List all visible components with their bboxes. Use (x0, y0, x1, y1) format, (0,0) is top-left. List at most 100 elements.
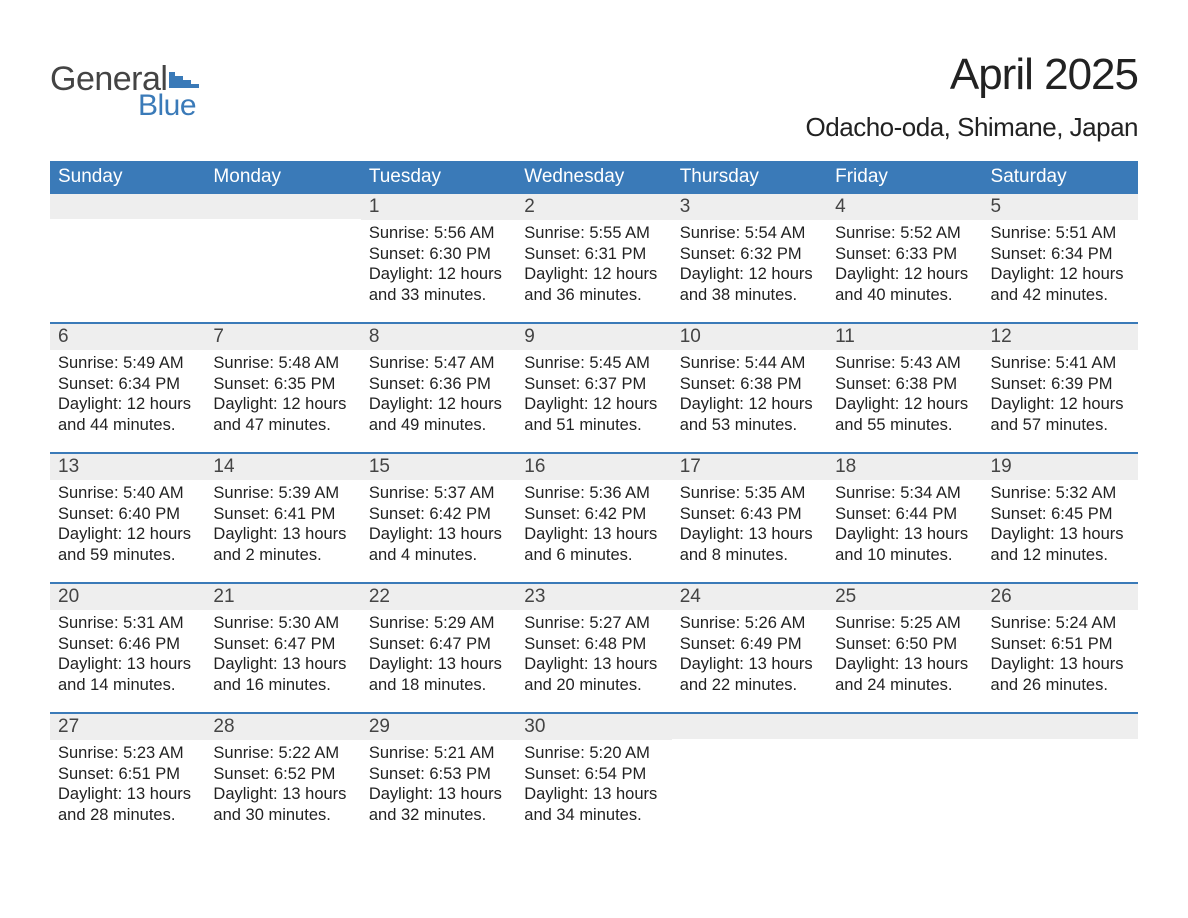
calendar: SundayMondayTuesdayWednesdayThursdayFrid… (50, 161, 1138, 842)
day-number: 22 (361, 584, 516, 610)
day-number: 8 (361, 324, 516, 350)
day-number: 4 (827, 194, 982, 220)
day-body (672, 739, 827, 748)
day-number: 24 (672, 584, 827, 610)
day-cell: 14Sunrise: 5:39 AMSunset: 6:41 PMDayligh… (205, 454, 360, 582)
day-body: Sunrise: 5:37 AMSunset: 6:42 PMDaylight:… (361, 480, 516, 572)
day-cell: 18Sunrise: 5:34 AMSunset: 6:44 PMDayligh… (827, 454, 982, 582)
day-cell: 13Sunrise: 5:40 AMSunset: 6:40 PMDayligh… (50, 454, 205, 582)
weeks-container: 1Sunrise: 5:56 AMSunset: 6:30 PMDaylight… (50, 194, 1138, 842)
day-cell: 12Sunrise: 5:41 AMSunset: 6:39 PMDayligh… (983, 324, 1138, 452)
day-number (827, 714, 982, 739)
daylight-line: Daylight: 13 hours and 18 minutes. (369, 654, 508, 695)
day-body: Sunrise: 5:25 AMSunset: 6:50 PMDaylight:… (827, 610, 982, 702)
sunset-line: Sunset: 6:49 PM (680, 634, 819, 655)
sunrise-line: Sunrise: 5:25 AM (835, 613, 974, 634)
day-header: Saturday (983, 161, 1138, 194)
day-body: Sunrise: 5:54 AMSunset: 6:32 PMDaylight:… (672, 220, 827, 312)
day-body: Sunrise: 5:56 AMSunset: 6:30 PMDaylight:… (361, 220, 516, 312)
sunrise-line: Sunrise: 5:20 AM (524, 743, 663, 764)
daylight-line: Daylight: 12 hours and 55 minutes. (835, 394, 974, 435)
day-cell: 24Sunrise: 5:26 AMSunset: 6:49 PMDayligh… (672, 584, 827, 712)
sunrise-line: Sunrise: 5:37 AM (369, 483, 508, 504)
day-body: Sunrise: 5:51 AMSunset: 6:34 PMDaylight:… (983, 220, 1138, 312)
day-cell: 16Sunrise: 5:36 AMSunset: 6:42 PMDayligh… (516, 454, 671, 582)
sunset-line: Sunset: 6:43 PM (680, 504, 819, 525)
day-cell: 25Sunrise: 5:25 AMSunset: 6:50 PMDayligh… (827, 584, 982, 712)
sunrise-line: Sunrise: 5:54 AM (680, 223, 819, 244)
sunrise-line: Sunrise: 5:24 AM (991, 613, 1130, 634)
sunset-line: Sunset: 6:45 PM (991, 504, 1130, 525)
day-body: Sunrise: 5:23 AMSunset: 6:51 PMDaylight:… (50, 740, 205, 832)
sunset-line: Sunset: 6:36 PM (369, 374, 508, 395)
sunset-line: Sunset: 6:51 PM (991, 634, 1130, 655)
daylight-line: Daylight: 13 hours and 12 minutes. (991, 524, 1130, 565)
daylight-line: Daylight: 12 hours and 57 minutes. (991, 394, 1130, 435)
day-body: Sunrise: 5:52 AMSunset: 6:33 PMDaylight:… (827, 220, 982, 312)
sunset-line: Sunset: 6:34 PM (58, 374, 197, 395)
daylight-line: Daylight: 13 hours and 6 minutes. (524, 524, 663, 565)
day-cell: 10Sunrise: 5:44 AMSunset: 6:38 PMDayligh… (672, 324, 827, 452)
day-number: 27 (50, 714, 205, 740)
day-body: Sunrise: 5:21 AMSunset: 6:53 PMDaylight:… (361, 740, 516, 832)
day-number: 26 (983, 584, 1138, 610)
day-number (672, 714, 827, 739)
sunrise-line: Sunrise: 5:30 AM (213, 613, 352, 634)
day-cell: 8Sunrise: 5:47 AMSunset: 6:36 PMDaylight… (361, 324, 516, 452)
day-body: Sunrise: 5:29 AMSunset: 6:47 PMDaylight:… (361, 610, 516, 702)
daylight-line: Daylight: 13 hours and 16 minutes. (213, 654, 352, 695)
daylight-line: Daylight: 13 hours and 8 minutes. (680, 524, 819, 565)
page: General Blue April 2025 Odacho-oda, Shim… (0, 0, 1188, 882)
daylight-line: Daylight: 13 hours and 34 minutes. (524, 784, 663, 825)
daylight-line: Daylight: 13 hours and 24 minutes. (835, 654, 974, 695)
sunset-line: Sunset: 6:41 PM (213, 504, 352, 525)
day-number: 14 (205, 454, 360, 480)
sunrise-line: Sunrise: 5:44 AM (680, 353, 819, 374)
day-number: 16 (516, 454, 671, 480)
day-cell: 27Sunrise: 5:23 AMSunset: 6:51 PMDayligh… (50, 714, 205, 842)
day-number: 5 (983, 194, 1138, 220)
day-header-row: SundayMondayTuesdayWednesdayThursdayFrid… (50, 161, 1138, 194)
day-body: Sunrise: 5:35 AMSunset: 6:43 PMDaylight:… (672, 480, 827, 572)
day-body: Sunrise: 5:41 AMSunset: 6:39 PMDaylight:… (983, 350, 1138, 442)
day-number: 19 (983, 454, 1138, 480)
day-header: Wednesday (516, 161, 671, 194)
day-cell: 15Sunrise: 5:37 AMSunset: 6:42 PMDayligh… (361, 454, 516, 582)
sunset-line: Sunset: 6:47 PM (213, 634, 352, 655)
day-body: Sunrise: 5:49 AMSunset: 6:34 PMDaylight:… (50, 350, 205, 442)
day-body (205, 219, 360, 228)
day-body: Sunrise: 5:43 AMSunset: 6:38 PMDaylight:… (827, 350, 982, 442)
day-cell: 7Sunrise: 5:48 AMSunset: 6:35 PMDaylight… (205, 324, 360, 452)
day-cell (205, 194, 360, 322)
daylight-line: Daylight: 12 hours and 44 minutes. (58, 394, 197, 435)
sunset-line: Sunset: 6:51 PM (58, 764, 197, 785)
sunrise-line: Sunrise: 5:40 AM (58, 483, 197, 504)
sunset-line: Sunset: 6:32 PM (680, 244, 819, 265)
day-body: Sunrise: 5:47 AMSunset: 6:36 PMDaylight:… (361, 350, 516, 442)
daylight-line: Daylight: 12 hours and 53 minutes. (680, 394, 819, 435)
sunrise-line: Sunrise: 5:56 AM (369, 223, 508, 244)
day-number: 23 (516, 584, 671, 610)
day-body: Sunrise: 5:31 AMSunset: 6:46 PMDaylight:… (50, 610, 205, 702)
day-cell (50, 194, 205, 322)
day-number: 28 (205, 714, 360, 740)
sunset-line: Sunset: 6:34 PM (991, 244, 1130, 265)
sunset-line: Sunset: 6:47 PM (369, 634, 508, 655)
daylight-line: Daylight: 13 hours and 10 minutes. (835, 524, 974, 565)
day-number (50, 194, 205, 219)
day-number: 9 (516, 324, 671, 350)
day-body: Sunrise: 5:39 AMSunset: 6:41 PMDaylight:… (205, 480, 360, 572)
week-row: 13Sunrise: 5:40 AMSunset: 6:40 PMDayligh… (50, 452, 1138, 582)
day-body: Sunrise: 5:27 AMSunset: 6:48 PMDaylight:… (516, 610, 671, 702)
daylight-line: Daylight: 12 hours and 40 minutes. (835, 264, 974, 305)
day-header: Friday (827, 161, 982, 194)
week-row: 1Sunrise: 5:56 AMSunset: 6:30 PMDaylight… (50, 194, 1138, 322)
day-cell: 17Sunrise: 5:35 AMSunset: 6:43 PMDayligh… (672, 454, 827, 582)
sunrise-line: Sunrise: 5:34 AM (835, 483, 974, 504)
day-body: Sunrise: 5:24 AMSunset: 6:51 PMDaylight:… (983, 610, 1138, 702)
day-cell (827, 714, 982, 842)
sunrise-line: Sunrise: 5:31 AM (58, 613, 197, 634)
day-number: 12 (983, 324, 1138, 350)
day-number: 13 (50, 454, 205, 480)
sunset-line: Sunset: 6:37 PM (524, 374, 663, 395)
